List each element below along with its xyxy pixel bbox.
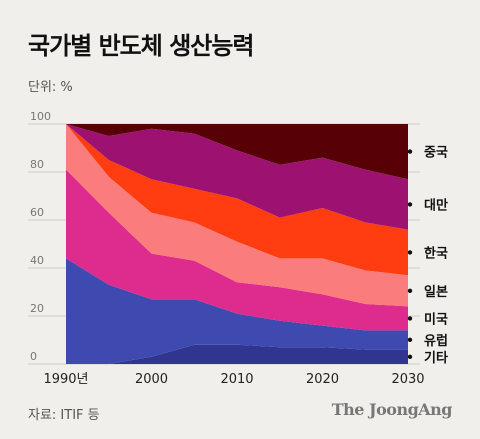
legend-item-일본: 일본 xyxy=(407,285,448,300)
y-tick-label: 0 xyxy=(30,350,37,363)
area-한국 xyxy=(66,124,408,276)
x-tick-label: 2030 xyxy=(391,372,424,387)
x-axis-ticks: 1990년 2000 2010 2020 2030 xyxy=(43,372,424,387)
legend-dot xyxy=(407,149,413,154)
legend-label: 유럽 xyxy=(424,334,448,349)
legend-dot xyxy=(407,250,413,255)
legend-dot xyxy=(407,337,413,342)
y-tick-label: 100 xyxy=(30,110,51,123)
legend-item-유럽: 유럽 xyxy=(407,334,448,349)
y-tick-label: 80 xyxy=(30,158,44,171)
legend-item-기타: 기타 xyxy=(407,350,448,366)
legend-dot xyxy=(407,354,413,359)
area-유럽 xyxy=(66,258,408,364)
publisher-logo: The JoongAng xyxy=(331,400,453,419)
area-일본 xyxy=(66,124,408,307)
legend-label: 중국 xyxy=(424,146,448,161)
area-series xyxy=(66,124,408,364)
area-대만 xyxy=(66,124,408,230)
legend-item-중국: 중국 xyxy=(407,146,448,161)
y-axis-ticks: 0 20 40 60 80 100 xyxy=(30,110,51,363)
x-tick-label: 2020 xyxy=(306,372,339,387)
chart-title: 국가별 반도체 생산능력 xyxy=(28,32,255,60)
legend-item-한국: 한국 xyxy=(407,245,448,261)
legend-label: 기타 xyxy=(424,350,448,366)
area-기타 xyxy=(66,344,408,364)
legend-item-미국: 미국 xyxy=(407,311,448,327)
y-tick-label: 40 xyxy=(30,254,44,267)
area-중국 xyxy=(66,124,408,180)
source-note: 자료: ITIF 등 xyxy=(28,408,100,423)
unit-label: 단위: % xyxy=(28,80,73,95)
x-tick-label: 2010 xyxy=(220,372,253,387)
legend-label: 미국 xyxy=(424,311,448,327)
legend-item-대만: 대만 xyxy=(407,197,448,213)
x-tick-label: 1990년 xyxy=(43,372,88,387)
legend-dot xyxy=(407,288,413,293)
y-tick-label: 60 xyxy=(30,206,44,219)
legend-label: 대만 xyxy=(424,197,448,213)
legend-dot xyxy=(407,316,413,321)
legend-label: 일본 xyxy=(424,285,448,300)
x-tick-label: 2000 xyxy=(135,372,168,387)
y-tick-label: 20 xyxy=(30,302,44,315)
area-미국 xyxy=(66,169,408,331)
legend-label: 한국 xyxy=(424,245,448,261)
legend-dot xyxy=(407,202,413,207)
